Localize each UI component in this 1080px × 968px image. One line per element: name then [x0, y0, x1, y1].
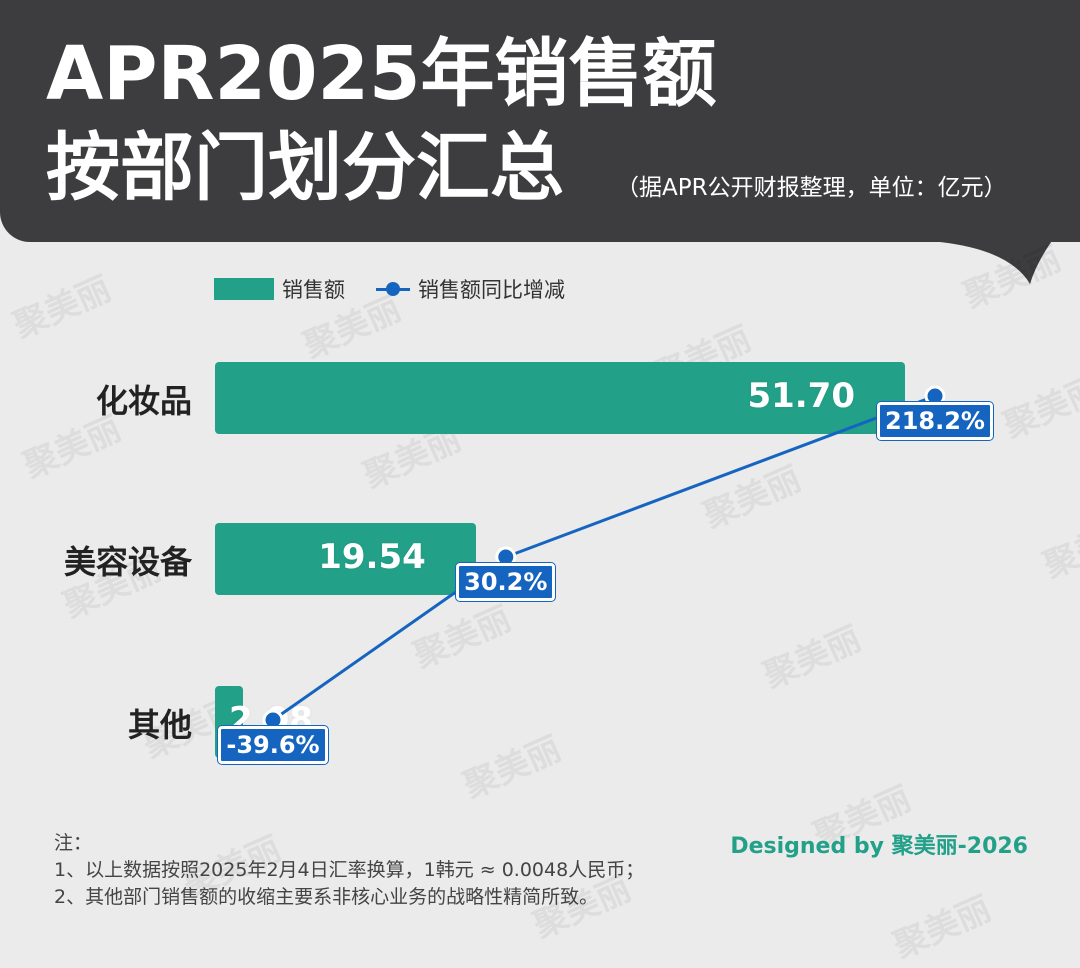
- notes-heading: 注：: [54, 832, 93, 854]
- category-label-2: 其他: [127, 706, 192, 744]
- legend-label-sales: 销售额: [282, 278, 345, 302]
- legend-item-sales: 销售额: [214, 274, 345, 304]
- category-label-1: 美容设备: [63, 543, 192, 581]
- header-banner: APR2025年销售额 按部门划分汇总 （据APR公开财报整理，单位：亿元）: [0, 0, 1080, 242]
- yoy-value-label-2: -39.6%: [218, 726, 328, 764]
- yoy-value-label-0: 218.2%: [877, 402, 993, 440]
- designer-credit: Designed by 聚美丽-2026: [730, 834, 1028, 859]
- yoy-line-layer: [262, 385, 946, 731]
- legend-label-yoy: 销售额同比增减: [418, 278, 565, 302]
- notes-line-2: 2、其他部门销售额的收缩主要系非核心业务的战略性精简所致。: [54, 886, 599, 908]
- legend-swatch-line: [376, 278, 410, 300]
- legend-item-yoy: 销售额同比增减: [376, 274, 565, 304]
- subtitle: （据APR公开财报整理，单位：亿元）: [616, 175, 1007, 201]
- title-line-2: 按部门划分汇总: [46, 125, 564, 211]
- bar-0: [215, 362, 905, 434]
- yoy-line: [272, 394, 936, 722]
- category-label-0: 化妆品: [95, 382, 192, 420]
- legend-swatch-bar: [214, 278, 274, 300]
- notes-line-1: 1、以上数据按照2025年2月4日汇率换算，1韩元 ≈ 0.0048人民币；: [54, 859, 645, 881]
- title-line-1: APR2025年销售额: [46, 31, 717, 117]
- speech-tail: [940, 206, 1080, 284]
- notes: 注： 1、以上数据按照2025年2月4日汇率换算，1韩元 ≈ 0.0048人民币…: [54, 830, 644, 911]
- bar-value-label-1: 19.54: [318, 537, 426, 577]
- bar-value-label-0: 51.70: [747, 376, 855, 416]
- yoy-value-label-1: 30.2%: [456, 563, 556, 601]
- bar-1: [215, 523, 476, 595]
